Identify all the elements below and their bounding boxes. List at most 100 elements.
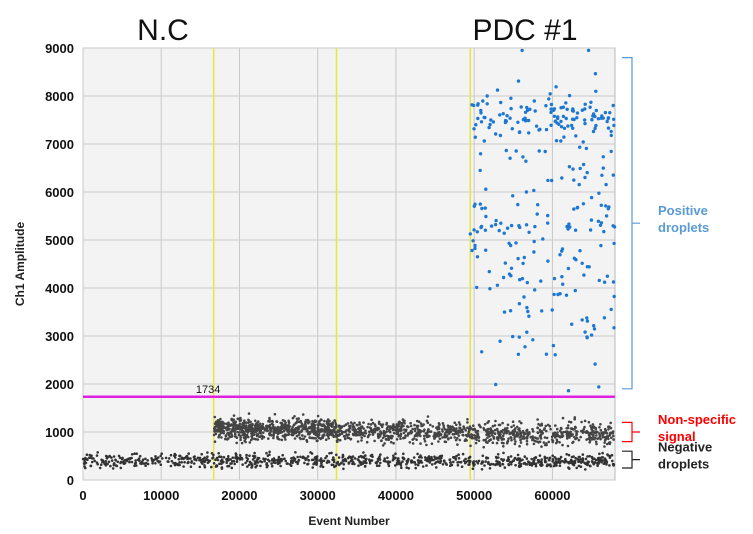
data-point xyxy=(335,431,338,434)
data-point xyxy=(186,457,189,461)
data-point xyxy=(173,452,177,456)
data-point xyxy=(222,426,225,429)
data-point xyxy=(587,265,591,269)
data-point xyxy=(599,243,603,248)
data-point xyxy=(123,458,127,462)
data-point xyxy=(375,464,379,468)
data-point xyxy=(154,457,157,461)
data-point xyxy=(218,427,222,430)
data-point xyxy=(194,458,198,461)
data-point xyxy=(427,428,430,431)
data-point xyxy=(487,269,491,274)
data-point xyxy=(591,430,594,433)
data-point xyxy=(219,421,222,424)
data-point xyxy=(113,462,116,465)
data-point xyxy=(418,455,421,459)
data-point xyxy=(335,462,339,465)
data-point xyxy=(239,456,242,459)
data-point xyxy=(112,455,116,458)
data-point xyxy=(594,440,598,444)
data-point xyxy=(517,302,522,306)
data-point xyxy=(567,222,571,226)
data-point xyxy=(565,107,569,112)
data-point xyxy=(549,110,553,115)
x-tick-labels: 0 10000 20000 30000 40000 50000 60000 xyxy=(79,488,570,503)
data-point xyxy=(511,334,515,339)
data-point xyxy=(567,93,572,98)
data-point xyxy=(558,292,562,296)
data-point xyxy=(484,187,488,191)
data-point xyxy=(496,453,500,456)
data-point xyxy=(369,423,373,426)
data-point xyxy=(483,228,488,232)
data-point xyxy=(503,466,507,469)
data-point xyxy=(374,424,377,428)
data-point xyxy=(205,457,208,461)
data-point xyxy=(345,429,348,432)
data-point xyxy=(299,455,302,459)
data-point xyxy=(546,423,550,427)
data-point xyxy=(303,426,306,429)
data-point xyxy=(473,434,476,437)
data-point xyxy=(429,423,432,427)
data-point xyxy=(449,436,453,440)
data-point xyxy=(520,276,525,281)
data-point xyxy=(243,419,246,423)
data-point xyxy=(178,454,182,458)
data-point xyxy=(491,441,495,445)
data-point xyxy=(283,423,286,427)
data-point xyxy=(310,423,314,427)
data-point xyxy=(589,333,594,337)
data-point xyxy=(534,456,538,459)
data-point xyxy=(293,437,297,440)
data-point xyxy=(480,350,484,354)
data-point xyxy=(291,431,294,434)
data-point xyxy=(198,456,202,460)
data-point xyxy=(584,146,589,151)
data-point xyxy=(523,110,528,115)
data-point xyxy=(488,467,492,470)
data-point xyxy=(551,458,555,462)
data-point xyxy=(444,440,448,444)
data-point xyxy=(384,437,388,441)
data-point xyxy=(470,248,474,253)
data-point xyxy=(549,427,552,431)
data-point xyxy=(394,464,397,467)
data-point xyxy=(559,119,563,124)
data-point xyxy=(437,427,441,431)
data-point xyxy=(169,464,173,468)
data-point xyxy=(533,458,536,462)
data-point xyxy=(541,237,545,241)
sample-label-nc: N.C xyxy=(137,14,189,47)
data-point xyxy=(549,123,553,128)
data-point xyxy=(472,464,476,467)
data-point xyxy=(349,455,352,459)
data-point xyxy=(189,465,193,469)
data-point xyxy=(561,443,564,447)
data-point xyxy=(342,463,346,466)
data-point xyxy=(600,173,604,177)
data-point xyxy=(430,442,434,446)
data-point xyxy=(454,458,458,461)
data-point xyxy=(337,456,341,459)
data-point xyxy=(564,101,568,105)
data-point xyxy=(537,461,540,464)
data-point xyxy=(487,427,490,431)
annotation-bracket xyxy=(622,57,640,390)
data-point xyxy=(222,431,225,435)
data-point xyxy=(573,416,577,419)
data-point xyxy=(281,453,285,457)
data-point xyxy=(280,430,284,434)
data-point xyxy=(382,459,386,463)
data-point xyxy=(501,428,505,432)
data-point xyxy=(425,433,429,436)
data-point xyxy=(596,464,599,468)
data-point xyxy=(225,422,229,426)
data-point xyxy=(506,459,510,463)
data-point xyxy=(234,428,238,431)
data-point xyxy=(473,246,477,251)
data-point xyxy=(514,463,517,467)
data-point xyxy=(456,443,459,446)
data-point xyxy=(544,127,549,132)
data-point xyxy=(201,457,205,461)
